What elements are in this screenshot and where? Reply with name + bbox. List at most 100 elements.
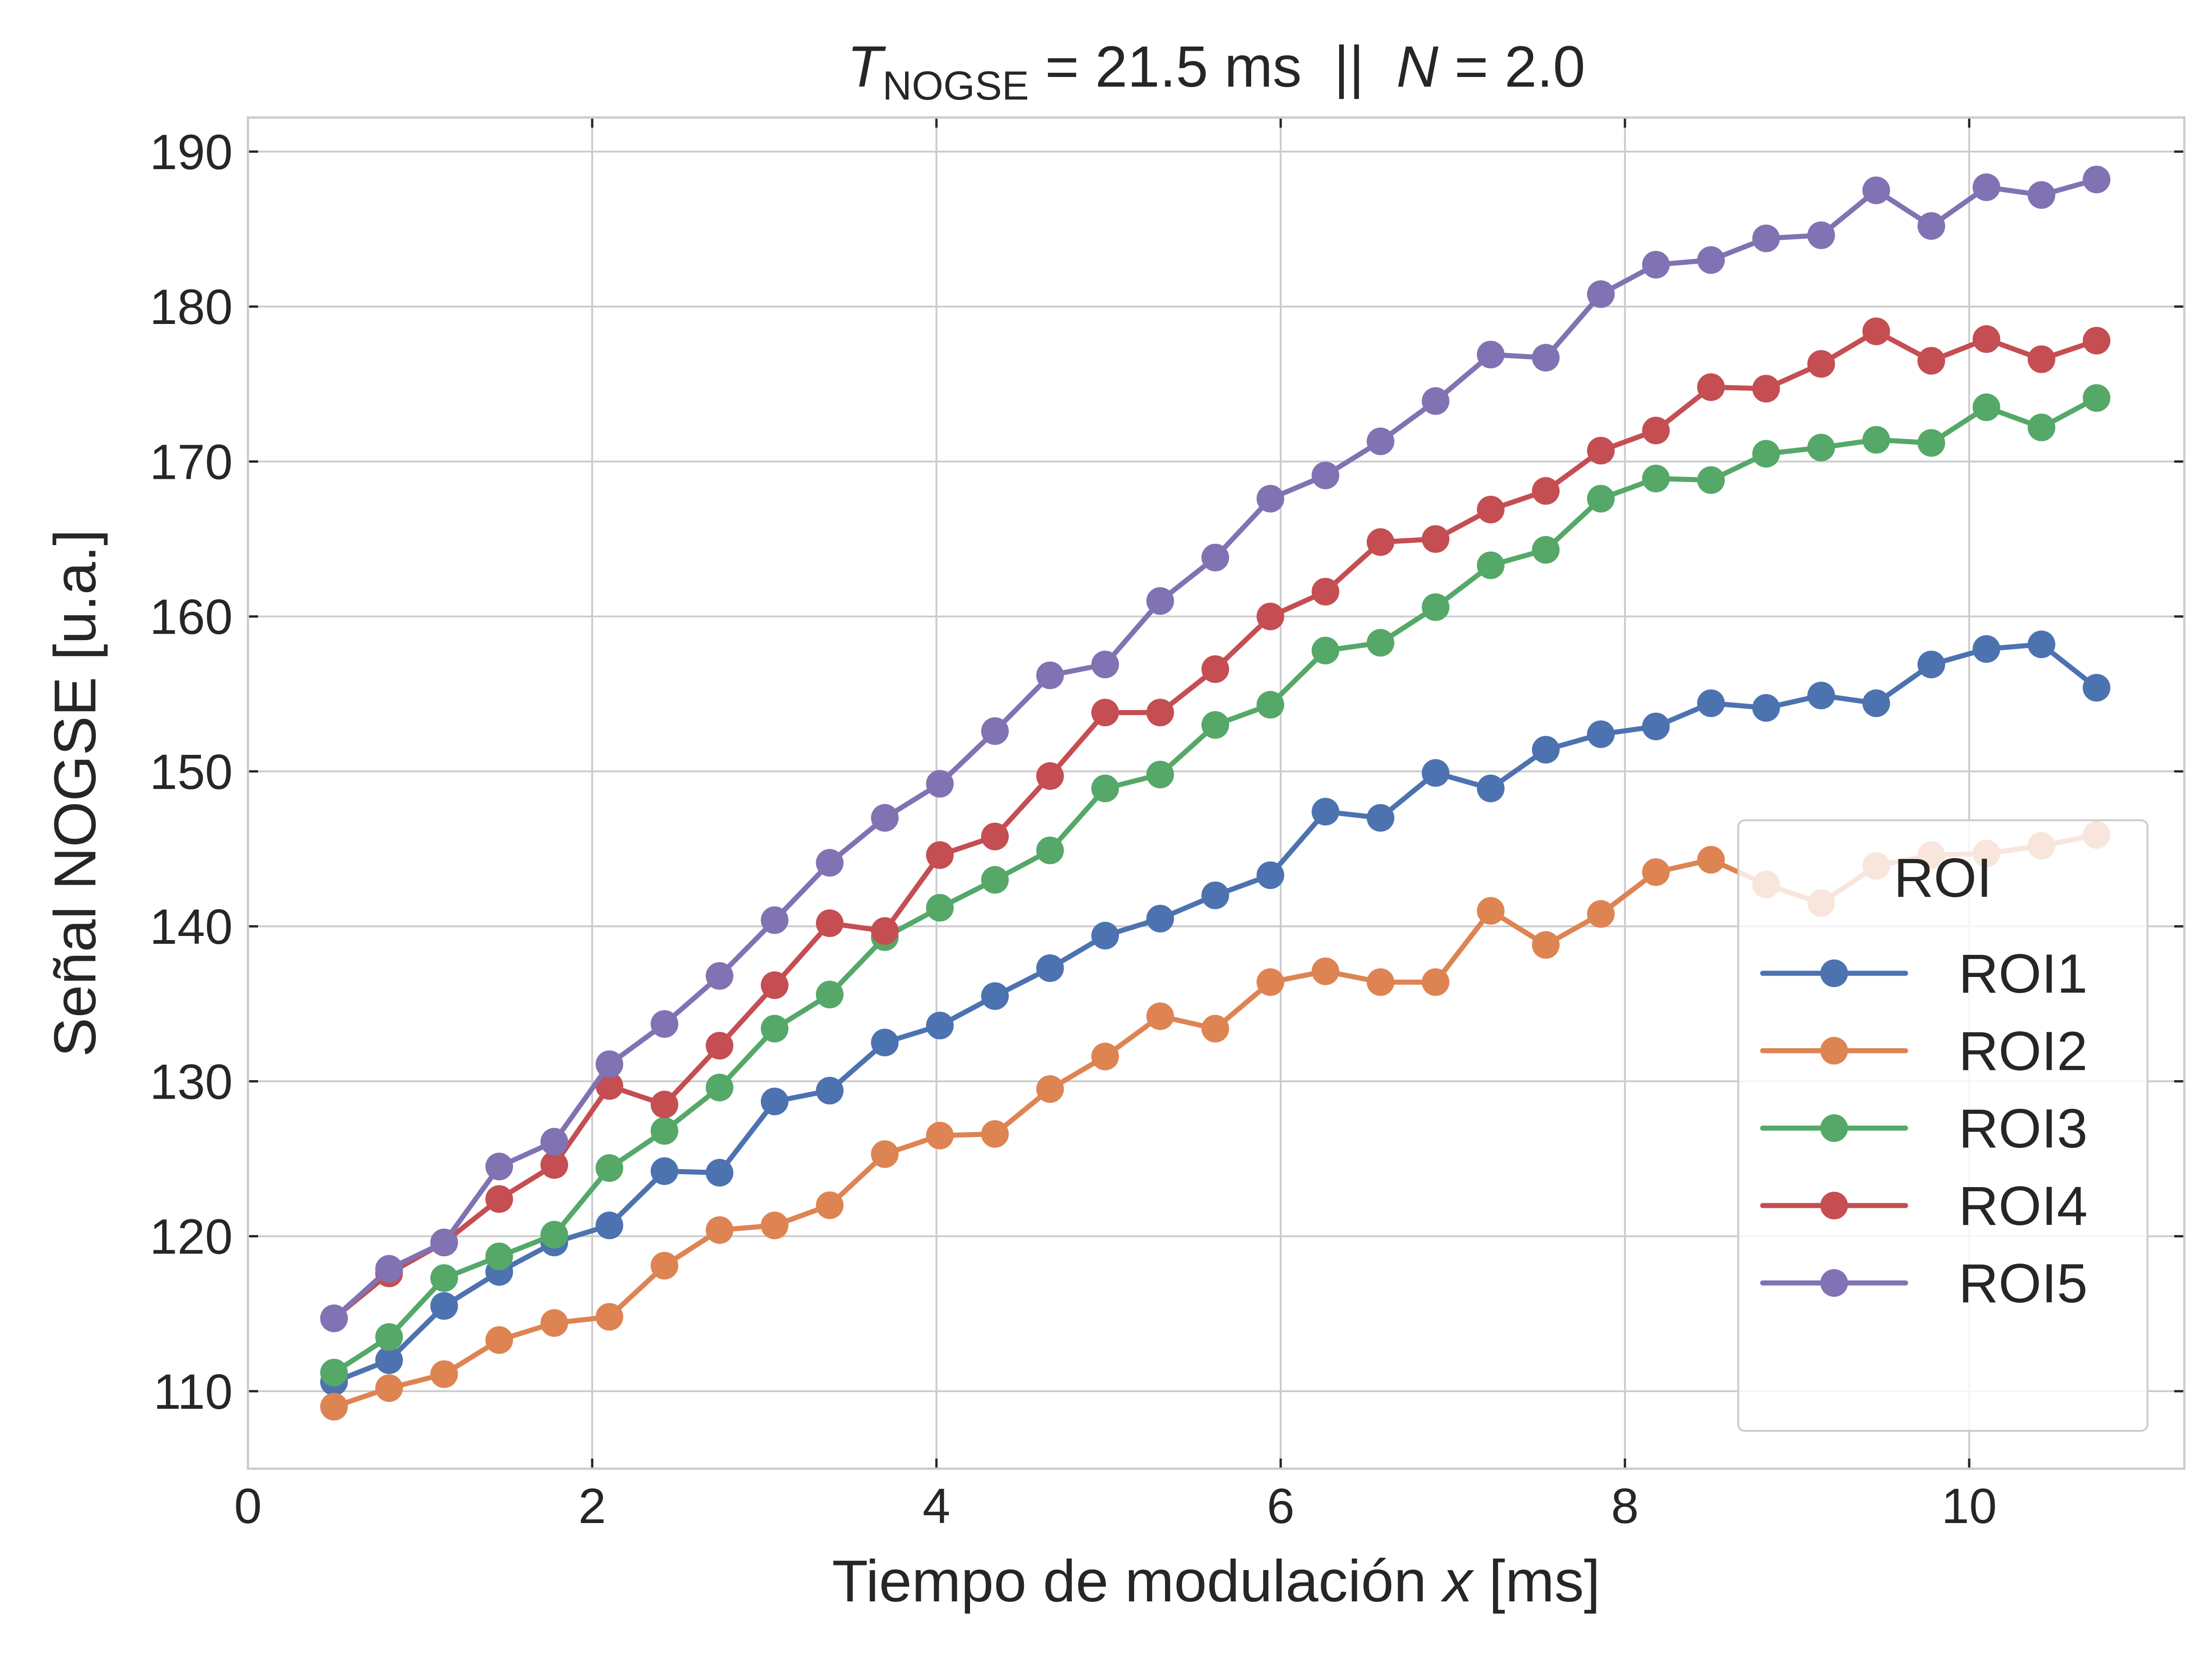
series-roi4 (320, 318, 2111, 1332)
data-point-roi1 (2028, 630, 2055, 659)
legend-item-roi5: ROI5 (1760, 1253, 2088, 1314)
data-point-roi1 (1642, 712, 1670, 741)
data-point-roi1 (706, 1159, 734, 1187)
y-tick-label: 120 (150, 1209, 233, 1265)
legend-label: ROI1 (1959, 943, 2088, 1005)
data-point-roi3 (981, 866, 1009, 894)
data-point-roi5 (1036, 661, 1064, 689)
data-point-roi3 (1366, 629, 1394, 657)
data-point-roi3 (1587, 485, 1615, 513)
data-point-roi1 (595, 1212, 624, 1240)
data-point-roi3 (1036, 836, 1064, 865)
data-point-roi5 (1146, 587, 1174, 615)
legend-swatch-marker (1820, 1037, 1848, 1065)
data-point-roi1 (1422, 759, 1450, 787)
data-point-roi5 (871, 804, 899, 832)
data-point-roi2 (1256, 968, 1284, 996)
data-point-roi2 (981, 1120, 1009, 1148)
data-point-roi5 (1477, 341, 1505, 369)
legend-item-roi4: ROI4 (1760, 1175, 2088, 1237)
x-tick-label: 0 (234, 1478, 262, 1534)
data-point-roi1 (1587, 720, 1615, 748)
data-point-roi4 (1036, 762, 1064, 790)
data-point-roi3 (816, 981, 844, 1009)
legend-swatch-marker (1820, 1192, 1848, 1219)
data-point-roi4 (1146, 699, 1174, 727)
legend-title: ROI (1894, 847, 1992, 909)
data-point-roi2 (540, 1309, 568, 1337)
legend-items: ROI1 ROI2 ROI3 ROI4 ROI5 (1760, 943, 2088, 1314)
series-roi3 (320, 384, 2111, 1387)
data-point-roi4 (485, 1185, 513, 1213)
data-point-roi1 (1201, 881, 1230, 909)
data-point-roi1 (981, 982, 1009, 1010)
data-point-roi3 (1477, 551, 1505, 579)
data-point-roi5 (430, 1229, 458, 1257)
legend-label: ROI3 (1959, 1098, 2088, 1159)
data-point-roi5 (650, 1010, 678, 1038)
data-point-roi4 (981, 823, 1009, 851)
data-point-roi4 (650, 1090, 678, 1118)
legend-swatch-marker (1820, 1114, 1848, 1142)
data-point-roi2 (375, 1374, 403, 1402)
data-point-roi1 (1972, 635, 2000, 663)
data-point-roi1 (1807, 682, 1835, 710)
data-point-roi3 (1697, 466, 1725, 494)
data-point-roi3 (1752, 440, 1780, 468)
data-point-roi5 (375, 1255, 403, 1283)
legend-label: ROI2 (1959, 1020, 2088, 1082)
data-point-roi5 (2028, 181, 2055, 209)
data-point-roi4 (595, 1072, 624, 1100)
data-point-roi2 (1532, 931, 1560, 959)
data-point-roi2 (1587, 900, 1615, 928)
data-point-roi5 (1697, 246, 1725, 274)
data-point-roi2 (485, 1326, 513, 1354)
data-point-roi5 (1422, 387, 1450, 415)
data-point-roi5 (1201, 543, 1230, 571)
plot-frame (247, 116, 2186, 1470)
data-point-roi2 (1697, 846, 1725, 874)
legend-swatch-marker (1820, 1269, 1848, 1297)
data-point-roi3 (1972, 393, 2000, 421)
data-point-roi2 (816, 1191, 844, 1219)
data-point-roi4 (871, 917, 899, 945)
data-point-roi1 (871, 1029, 899, 1057)
data-point-roi4 (1972, 325, 2000, 353)
y-tick-label: 190 (150, 124, 233, 180)
data-point-roi3 (1862, 426, 1890, 454)
x-axis-label-suffix: [ms] (1472, 1548, 1600, 1614)
data-point-roi1 (1366, 804, 1394, 832)
title-t-symbol: T (847, 34, 886, 99)
data-point-roi3 (1917, 429, 1945, 457)
data-point-roi2 (871, 1140, 899, 1168)
data-point-roi4 (2028, 345, 2055, 373)
data-point-roi4 (926, 841, 954, 869)
data-point-roi5 (540, 1128, 568, 1156)
y-tick-label: 130 (150, 1053, 233, 1109)
chart-title: TNOGSE = 21.5 ms || N = 2.0 (847, 34, 1585, 108)
data-point-roi3 (650, 1117, 678, 1145)
data-point-roi1 (1752, 694, 1780, 722)
x-tick-label: 4 (923, 1478, 950, 1534)
series-layer (320, 165, 2111, 1421)
data-point-roi5 (1256, 485, 1284, 513)
legend-item-roi2: ROI2 (1760, 1020, 2088, 1082)
data-point-roi5 (706, 962, 734, 990)
data-point-roi5 (1366, 427, 1394, 455)
data-point-roi4 (1256, 602, 1284, 630)
data-point-roi3 (375, 1323, 403, 1351)
data-point-roi4 (1587, 436, 1615, 465)
data-point-roi1 (650, 1157, 678, 1185)
data-point-roi4 (1807, 350, 1835, 378)
x-tick-label: 8 (1611, 1478, 1639, 1534)
data-point-roi4 (1422, 525, 1450, 553)
data-point-roi3 (2083, 384, 2111, 412)
data-point-roi3 (1422, 593, 1450, 621)
data-point-roi5 (1642, 251, 1670, 279)
data-point-roi5 (1752, 224, 1780, 253)
data-point-roi2 (1312, 957, 1340, 985)
x-axis-label: Tiempo de modulación x [ms] (832, 1548, 1600, 1614)
data-point-roi2 (1366, 968, 1394, 996)
data-point-roi1 (1917, 650, 1945, 678)
